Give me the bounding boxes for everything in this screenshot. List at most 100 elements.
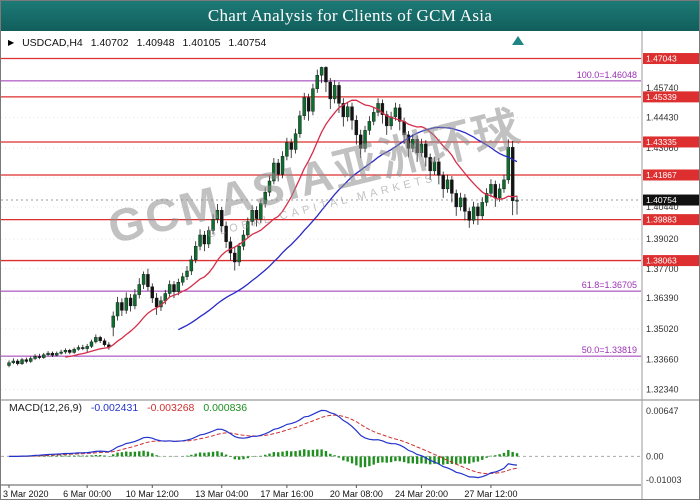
candle-body <box>20 359 24 364</box>
macd-main-line <box>8 409 518 479</box>
candle-body <box>285 142 289 157</box>
price-chart-svg[interactable]: 1.457401.444301.430601.417501.404401.390… <box>1 31 700 500</box>
candle-body <box>393 107 398 118</box>
candle-body <box>189 259 194 272</box>
candle-body <box>493 184 497 199</box>
candle-body <box>406 134 411 149</box>
symbol-info-bar: ▶ USDCAD,H4 1.40702 1.40948 1.40105 1.40… <box>8 37 271 49</box>
chart-canvas[interactable]: 1.457401.444301.430601.417501.404401.390… <box>1 31 700 500</box>
macd-hist-value: 0.000836 <box>203 402 248 414</box>
candle-body <box>354 120 359 136</box>
candle-body <box>328 81 332 100</box>
candle-body <box>98 337 102 341</box>
candle-body <box>7 362 11 366</box>
price-grid-label: 1.35020 <box>646 324 679 334</box>
candle-body <box>398 107 402 122</box>
resistance-badge-label: 1.43335 <box>646 137 677 147</box>
candle-body <box>89 341 94 347</box>
symbol-marker-icon: ▶ <box>8 38 15 47</box>
candle-body <box>445 179 450 190</box>
candle-body <box>233 252 237 263</box>
candle-body <box>402 121 406 136</box>
time-axis-label: 27 Mar 12:00 <box>464 489 517 499</box>
candle-body <box>467 211 471 221</box>
time-axis-label: 3 Mar 2020 <box>3 489 49 499</box>
candle-body <box>68 350 72 353</box>
time-axis-label: 24 Mar 20:00 <box>395 489 448 499</box>
candle-body <box>267 180 272 193</box>
candle-body <box>167 284 172 294</box>
macd-axis-label: 0.00 <box>646 451 664 461</box>
candle-body <box>471 206 476 221</box>
candle-body <box>128 297 133 307</box>
candle-body <box>319 67 324 76</box>
price-grid-label: 1.36390 <box>646 293 679 303</box>
candle-body <box>458 197 463 208</box>
candle-body <box>372 112 376 122</box>
candle-body <box>111 315 115 328</box>
candle-body <box>280 156 285 175</box>
candle-body <box>380 103 385 115</box>
candle-body <box>224 225 228 242</box>
resistance-badge-label: 1.38063 <box>646 256 677 266</box>
resistance-badge <box>643 53 699 65</box>
time-axis-label: 10 Mar 12:00 <box>126 489 179 499</box>
candle-body <box>311 88 315 112</box>
price-grid-label: 1.33660 <box>646 355 679 365</box>
time-axis-label: 17 Mar 16:00 <box>260 489 313 499</box>
candle-body <box>497 188 502 199</box>
time-axis-label: 6 Mar 00:00 <box>63 489 111 499</box>
ma-fast-line <box>65 99 518 358</box>
resistance-badge <box>643 91 699 103</box>
price-grid-label: 1.32340 <box>646 384 679 394</box>
candle-body <box>29 358 33 362</box>
price-grid-label: 1.40440 <box>646 202 679 212</box>
candle-body <box>415 139 419 154</box>
candle-body <box>246 221 250 236</box>
candle-body <box>120 302 124 311</box>
candle-body <box>141 274 146 285</box>
candle-body <box>298 115 302 134</box>
ohlc-close: 1.40754 <box>228 37 267 49</box>
macd-axis-label: 0.00647 <box>646 406 679 416</box>
fib-label: 50.0=1.33819 <box>582 345 637 355</box>
candle-body <box>332 85 337 100</box>
candle-body <box>463 197 467 212</box>
candle-body <box>367 121 372 131</box>
macd-indicator-label-row: MACD(12,26,9) -0.002431 -0.003268 0.0008… <box>9 402 253 414</box>
candle-body <box>480 202 484 217</box>
candle-body <box>259 203 263 220</box>
candle-body <box>154 297 159 308</box>
resistance-badge <box>643 136 699 148</box>
candle-body <box>72 349 76 353</box>
candle-body <box>293 133 298 150</box>
candle-body <box>454 193 458 208</box>
macd-label: MACD(12,26,9) <box>9 402 82 414</box>
resistance-badge <box>643 255 699 267</box>
ohlc-low: 1.40105 <box>182 37 221 49</box>
candle-body <box>50 352 55 356</box>
candle-body <box>506 147 511 181</box>
candle-body <box>489 184 493 194</box>
candle-body <box>315 75 319 89</box>
price-grid-label: 1.44430 <box>646 112 679 122</box>
chart-shift-icon <box>512 36 524 45</box>
price-grid-label: 1.37700 <box>646 264 679 274</box>
candle-body <box>55 353 59 356</box>
candle-body <box>341 103 346 118</box>
candle-body <box>228 241 233 254</box>
resistance-badge-label: 1.47043 <box>646 54 677 64</box>
price-grid-label: 1.45740 <box>646 83 679 93</box>
candle-body <box>254 210 259 220</box>
page-title: Chart Analysis for Clients of GCM Asia <box>207 6 493 25</box>
resistance-badge-label: 1.45339 <box>646 92 677 102</box>
candle-body <box>324 67 328 83</box>
candle-body <box>502 179 506 190</box>
ohlc-open: 1.40702 <box>90 37 129 49</box>
candle-body <box>272 162 276 182</box>
candle-body <box>146 274 150 287</box>
candle-body <box>419 143 424 154</box>
time-axis-label: 20 Mar 08:00 <box>330 489 383 499</box>
current-price-badge-label: 1.40754 <box>646 195 677 205</box>
